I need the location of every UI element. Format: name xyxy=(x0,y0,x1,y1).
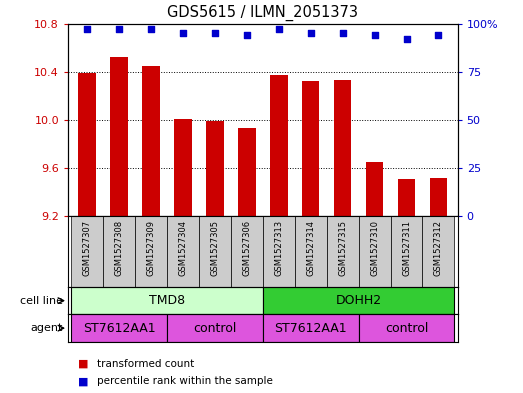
Point xyxy=(370,32,379,38)
Point xyxy=(275,26,283,33)
Bar xyxy=(263,287,454,314)
Bar xyxy=(206,121,224,216)
Bar xyxy=(71,314,167,342)
Bar xyxy=(71,216,103,287)
Bar xyxy=(231,216,263,287)
Text: control: control xyxy=(385,321,428,335)
Title: GDS5615 / ILMN_2051373: GDS5615 / ILMN_2051373 xyxy=(167,5,358,21)
Point xyxy=(115,26,123,33)
Bar xyxy=(238,128,256,216)
Bar xyxy=(110,57,128,216)
Text: GSM1527313: GSM1527313 xyxy=(274,220,283,276)
Text: GSM1527306: GSM1527306 xyxy=(242,220,252,276)
Bar xyxy=(174,119,192,216)
Text: ■: ■ xyxy=(78,358,89,369)
Bar xyxy=(359,216,391,287)
Bar xyxy=(71,287,263,314)
Bar xyxy=(327,216,359,287)
Bar xyxy=(142,66,160,216)
Bar xyxy=(263,314,359,342)
Text: GSM1527308: GSM1527308 xyxy=(115,220,123,276)
Point xyxy=(434,32,442,38)
Text: ST7612AA1: ST7612AA1 xyxy=(275,321,347,335)
Text: DOHH2: DOHH2 xyxy=(336,294,382,307)
Bar xyxy=(359,314,454,342)
Bar xyxy=(398,179,415,216)
Bar xyxy=(103,216,135,287)
Text: GSM1527305: GSM1527305 xyxy=(210,220,220,275)
Bar xyxy=(334,80,351,216)
Bar xyxy=(295,216,327,287)
Bar xyxy=(430,178,447,216)
Text: agent: agent xyxy=(30,323,63,333)
Text: control: control xyxy=(193,321,236,335)
Text: GSM1527307: GSM1527307 xyxy=(83,220,92,276)
Point xyxy=(306,30,315,37)
Point xyxy=(211,30,219,37)
Text: percentile rank within the sample: percentile rank within the sample xyxy=(97,376,272,386)
Text: transformed count: transformed count xyxy=(97,358,194,369)
Point xyxy=(147,26,155,33)
Point xyxy=(402,36,411,42)
Bar xyxy=(199,216,231,287)
Text: ■: ■ xyxy=(78,376,89,386)
Point xyxy=(338,30,347,37)
Text: GSM1527309: GSM1527309 xyxy=(146,220,155,275)
Point xyxy=(179,30,187,37)
Bar xyxy=(391,216,423,287)
Point xyxy=(83,26,92,33)
Text: cell line: cell line xyxy=(20,296,63,306)
Text: GSM1527314: GSM1527314 xyxy=(306,220,315,275)
Bar xyxy=(263,216,295,287)
Bar xyxy=(302,81,320,216)
Point xyxy=(243,32,251,38)
Bar xyxy=(167,216,199,287)
Text: GSM1527311: GSM1527311 xyxy=(402,220,411,275)
Text: TMD8: TMD8 xyxy=(149,294,185,307)
Bar xyxy=(135,216,167,287)
Bar xyxy=(78,73,96,216)
Text: GSM1527304: GSM1527304 xyxy=(178,220,187,275)
Bar xyxy=(366,162,383,216)
Text: GSM1527315: GSM1527315 xyxy=(338,220,347,275)
Bar xyxy=(423,216,454,287)
Text: GSM1527310: GSM1527310 xyxy=(370,220,379,275)
Bar xyxy=(167,314,263,342)
Bar xyxy=(270,75,288,216)
Text: ST7612AA1: ST7612AA1 xyxy=(83,321,155,335)
Text: GSM1527312: GSM1527312 xyxy=(434,220,443,275)
